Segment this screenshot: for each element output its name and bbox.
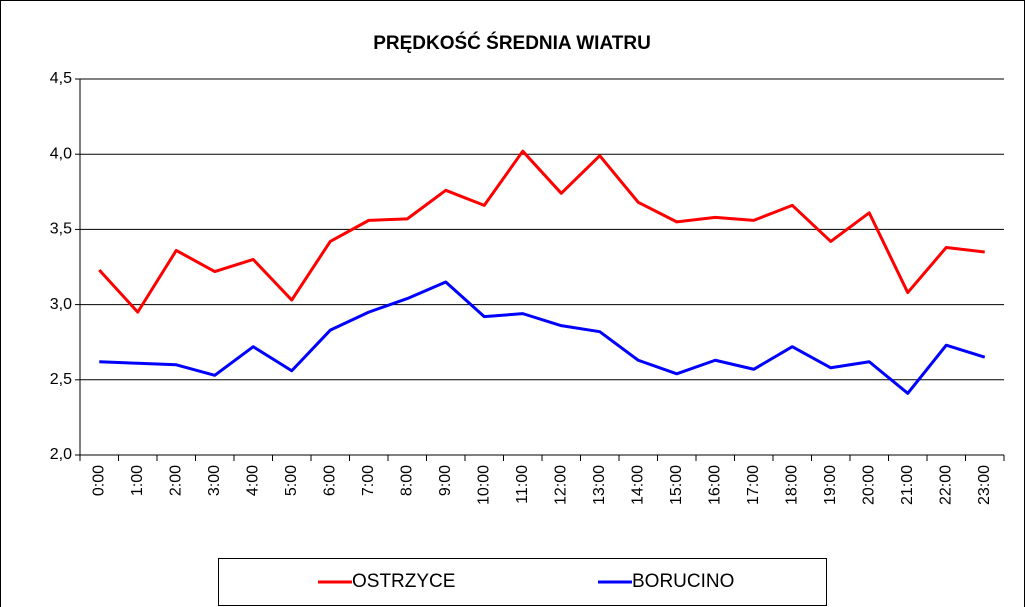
y-tick-label: 3,5 [50,221,72,238]
x-tick-label: 13:00 [591,465,608,505]
x-tick-label: 1:00 [129,465,146,496]
x-tick-label: 22:00 [937,465,954,505]
y-tick-label: 4,5 [50,70,72,87]
x-tick-label: 23:00 [976,465,993,505]
x-tick-label: 21:00 [899,465,916,505]
x-tick-label: 17:00 [745,465,762,505]
legend-label: OSTRZYCE [352,571,455,592]
y-tick-label: 4,0 [50,145,72,162]
x-tick-label: 3:00 [206,465,223,496]
legend-box [218,558,827,606]
x-tick-label: 18:00 [783,465,800,505]
x-tick-label: 10:00 [475,465,492,505]
legend-label: BORUCINO [632,571,734,592]
y-tick-label: 2,0 [50,446,72,463]
x-tick-label: 14:00 [629,465,646,505]
x-tick-label: 8:00 [398,465,415,496]
line-series [99,280,986,395]
x-tick-label: 2:00 [167,465,184,496]
x-tick-label: 9:00 [437,465,454,496]
x-tick-label: 12:00 [552,465,569,505]
x-tick-label: 16:00 [706,465,723,505]
x-tick-label: 7:00 [360,465,377,496]
y-tick-label: 3,0 [50,296,72,313]
y-tick-label: 2,5 [50,371,72,388]
x-tick-label: 15:00 [668,465,685,505]
x-tick-label: 20:00 [860,465,877,505]
x-tick-label: 11:00 [514,465,531,504]
x-tick-label: 6:00 [321,465,338,496]
line-series [98,149,985,314]
x-tick-label: 4:00 [244,465,261,496]
x-tick-label: 5:00 [283,465,300,496]
chart-title: PRĘDKOŚĆ ŚREDNIA WIATRU [373,32,651,54]
x-tick-label: 19:00 [822,465,839,505]
x-tick-label: 0:00 [90,465,107,496]
